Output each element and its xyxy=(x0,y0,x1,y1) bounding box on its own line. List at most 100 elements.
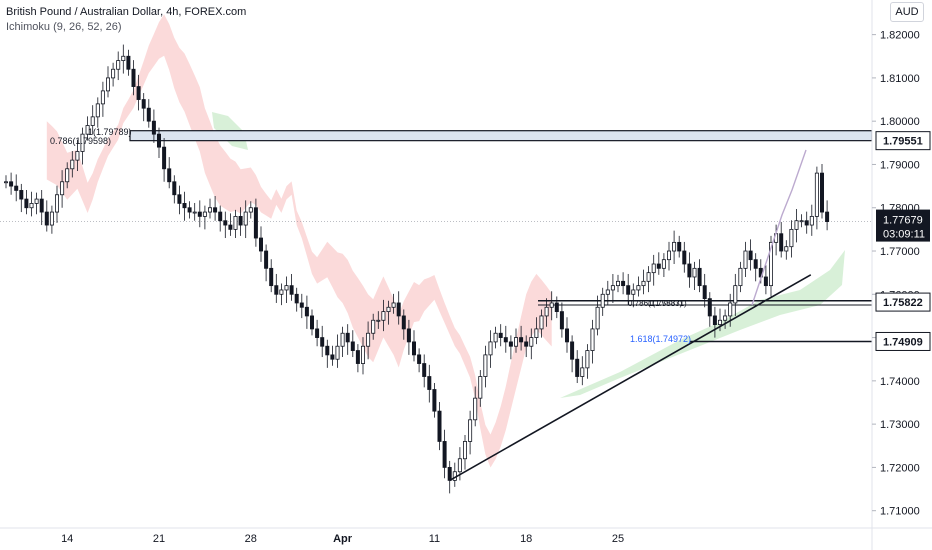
candle-body xyxy=(182,203,187,209)
candle-body xyxy=(514,337,519,347)
candle-body xyxy=(580,367,585,377)
candle-body xyxy=(233,215,238,230)
candle-body xyxy=(794,220,799,230)
candle-body xyxy=(723,315,728,321)
candle-body xyxy=(554,302,559,313)
candle-body xyxy=(667,250,672,261)
candle-body xyxy=(187,207,192,213)
candle-body xyxy=(712,315,717,325)
candle-body xyxy=(304,306,309,317)
candle-body xyxy=(366,332,371,347)
candle-body xyxy=(483,354,488,377)
candle-body xyxy=(462,441,467,460)
price-tick-label: 1.71000 xyxy=(880,506,920,518)
candle-body xyxy=(503,337,508,343)
currency-button[interactable]: AUD xyxy=(890,2,924,22)
fib-label-1-high: 1(1.79789) xyxy=(88,127,132,137)
candle-body xyxy=(248,207,253,213)
price-label-box xyxy=(875,292,931,312)
candle-body xyxy=(809,215,814,226)
candle-body xyxy=(661,259,666,269)
candle-body xyxy=(167,168,172,183)
candle-body xyxy=(202,211,207,217)
candle-body xyxy=(70,159,75,170)
candle-body xyxy=(549,302,554,308)
price-axis[interactable] xyxy=(872,0,932,550)
projection-path xyxy=(751,149,807,306)
candle-body xyxy=(371,319,376,334)
candle-body xyxy=(213,207,218,213)
candle-body xyxy=(65,168,70,183)
candle-body xyxy=(641,280,646,287)
candle-body xyxy=(396,302,401,317)
candle-body xyxy=(610,285,615,291)
candle-body xyxy=(692,267,697,278)
candle-body xyxy=(498,332,503,338)
candle-body xyxy=(626,285,631,295)
price-label-box xyxy=(875,331,931,351)
candle-body xyxy=(49,211,54,226)
candle-body xyxy=(590,328,595,351)
candle-body xyxy=(651,263,656,274)
candle-body xyxy=(376,319,381,322)
time-tick-label: 18 xyxy=(520,533,532,545)
ascending-trendline[interactable] xyxy=(449,274,812,482)
candle-body xyxy=(656,263,661,269)
price-label: 1.74909 xyxy=(883,336,923,348)
candle-body xyxy=(172,181,177,196)
candle-body xyxy=(218,211,223,222)
candle-body xyxy=(299,302,304,308)
candle-body xyxy=(417,354,422,364)
indicator-legend[interactable]: Ichimoku (9, 26, 52, 26) xyxy=(6,21,122,33)
candle-body xyxy=(294,293,299,304)
candle-body xyxy=(682,250,687,265)
candle-body xyxy=(508,341,513,347)
time-tick-label: 25 xyxy=(612,533,624,545)
candle-body xyxy=(355,350,360,364)
candle-body xyxy=(559,311,564,330)
candle-body xyxy=(595,306,600,330)
candle-body xyxy=(80,133,85,152)
price-tick-label: 1.72000 xyxy=(880,462,920,474)
candle-body xyxy=(330,354,335,360)
candle-body xyxy=(575,358,580,377)
candle-body xyxy=(411,341,416,356)
candle-body xyxy=(406,328,411,343)
candle-body xyxy=(753,259,758,269)
price-tick-label: 1.82000 xyxy=(880,30,920,42)
candle-body xyxy=(391,302,396,308)
candle-body xyxy=(763,276,768,287)
candle-body xyxy=(177,194,182,204)
candle-body xyxy=(24,198,29,209)
fib-label-1-low: 1(1.75871) xyxy=(648,299,687,308)
candle-body xyxy=(478,376,483,399)
candle-body xyxy=(162,146,167,170)
candle-body xyxy=(289,285,294,295)
candle-countdown: 03:09:11 xyxy=(883,229,925,241)
candle-body xyxy=(228,224,233,230)
candle-body xyxy=(534,328,539,338)
candle-body xyxy=(14,185,19,191)
price-tick-label: 1.73000 xyxy=(880,419,920,431)
candle-body xyxy=(274,285,279,295)
candle-body xyxy=(264,250,269,269)
candle-body xyxy=(733,285,738,304)
candle-body xyxy=(207,207,212,213)
price-label: 1.79551 xyxy=(883,136,923,148)
candle-body xyxy=(427,376,432,390)
candle-body xyxy=(707,298,712,317)
candle-body xyxy=(672,241,677,252)
candle-body xyxy=(447,467,452,481)
candle-body xyxy=(90,116,95,126)
candle-body xyxy=(784,246,789,252)
resistance-zone[interactable] xyxy=(129,130,873,142)
candle-body xyxy=(151,120,156,135)
ichimoku-cloud-bullish-2 xyxy=(560,250,845,398)
candle-body xyxy=(223,220,228,226)
candle-body xyxy=(814,172,819,217)
candle-body xyxy=(529,337,534,347)
candle-body xyxy=(442,441,447,468)
current-price-value: 1.77679 xyxy=(883,215,923,227)
candle-body xyxy=(284,285,289,291)
